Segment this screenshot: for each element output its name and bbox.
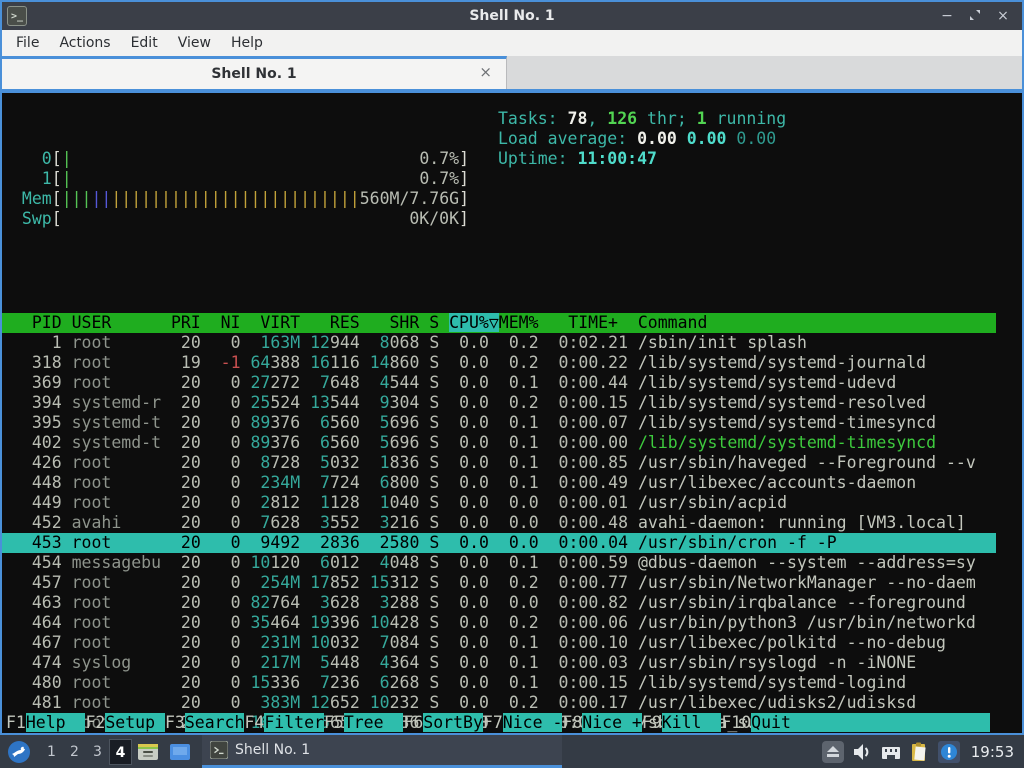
- meter-0: 0[| 0.7%]: [12, 149, 469, 168]
- workspace-2[interactable]: 2: [70, 743, 79, 760]
- meter-mem: Mem[||||||||||||||||||||||||||||||560M/7…: [12, 189, 470, 208]
- restore-button[interactable]: [968, 9, 982, 24]
- process-row-480[interactable]: 480 root 20 0 15336 7236 6268 S 0.0 0.1 …: [12, 673, 907, 692]
- fkey-f5[interactable]: F5: [323, 713, 344, 732]
- menu-view[interactable]: View: [177, 35, 211, 51]
- process-row-394[interactable]: 394 systemd-r 20 0 25524 13544 9304 S 0.…: [12, 393, 927, 412]
- workspace-4-active[interactable]: 4: [109, 738, 132, 765]
- meter-1: 1[| 0.7%]: [12, 169, 469, 188]
- tab-shell-1[interactable]: Shell No. 1 ×: [2, 56, 507, 89]
- faction-f3[interactable]: Search: [184, 713, 245, 732]
- clipboard-icon[interactable]: [909, 741, 931, 763]
- htop-meters: 0[| 0.7%] 1[| 0.7%] Mem[||||||||||||||||…: [12, 149, 1022, 229]
- workspace-3[interactable]: 3: [93, 743, 102, 760]
- fkey-f3[interactable]: F3: [164, 713, 185, 732]
- file-cabinet-icon: [138, 743, 158, 760]
- faction-f8[interactable]: Nice +: [582, 713, 642, 732]
- process-row-452[interactable]: 452 avahi 20 0 7628 3552 3216 S 0.0 0.0 …: [12, 513, 966, 532]
- distro-logo-icon: [8, 740, 30, 763]
- terminal-icon: [210, 741, 228, 759]
- menu-file[interactable]: File: [16, 35, 40, 51]
- faction-f5[interactable]: Tree: [343, 713, 404, 732]
- process-row-454[interactable]: 454 messagebu 20 0 10120 6012 4048 S 0.0…: [12, 553, 976, 572]
- file-cabinet-launcher[interactable]: [135, 739, 161, 765]
- eject-removable-media-icon[interactable]: [821, 740, 844, 763]
- taskbar: 1 2 3 4 Shell No. 1: [0, 735, 1024, 768]
- fkey-f4[interactable]: F4: [244, 713, 265, 732]
- process-row-449[interactable]: 449 root 20 0 2812 1128 1040 S 0.0 0.0 0…: [12, 493, 788, 512]
- faction-f2[interactable]: Setup: [105, 713, 165, 732]
- faction-f1[interactable]: Help: [25, 713, 86, 732]
- blue-app-launcher[interactable]: [167, 739, 193, 765]
- task-label: Shell No. 1: [235, 742, 311, 758]
- htop-process-table: PID USER PRI NI VIRT RES SHR S CPU%▽MEM%…: [2, 313, 1022, 733]
- load-average-line: Load average: 0.00 0.00 0.00: [498, 129, 777, 148]
- uptime-line: Uptime: 11:00:47: [498, 149, 657, 168]
- process-row-369[interactable]: 369 root 20 0 27272 7648 4544 S 0.0 0.1 …: [12, 373, 897, 392]
- tasks-line: Tasks: 78, 126 thr; 1 running: [498, 109, 787, 128]
- htop-terminal[interactable]: 0[| 0.7%] 1[| 0.7%] Mem[||||||||||||||||…: [2, 93, 1022, 733]
- process-row-481[interactable]: 481 root 20 0 383M 12652 10232 S 0.0 0.2…: [12, 693, 917, 712]
- table-header[interactable]: PID USER PRI NI VIRT RES SHR S CPU%▽MEM%…: [2, 313, 996, 333]
- terminal-window: >_ Shell No. 1 − × File Actions Edit Vie…: [0, 0, 1024, 735]
- faction-f4[interactable]: Filter: [264, 713, 324, 732]
- process-row-402[interactable]: 402 systemd-t 20 0 89376 6560 5696 S 0.0…: [12, 433, 937, 452]
- window-title: Shell No. 1: [469, 8, 555, 24]
- accent-strip: [2, 89, 1022, 93]
- process-row-457[interactable]: 457 root 20 0 254M 17852 15312 S 0.0 0.2…: [12, 573, 976, 592]
- process-row-464[interactable]: 464 root 20 0 35464 19396 10428 S 0.0 0.…: [12, 613, 976, 632]
- process-row-453[interactable]: 453 root 20 0 9492 2836 2580 S 0.0 0.0 0…: [2, 533, 996, 553]
- menu-actions[interactable]: Actions: [59, 35, 111, 51]
- faction-f6[interactable]: SortBy: [423, 713, 483, 732]
- menubar: File Actions Edit View Help: [2, 30, 1022, 56]
- faction-f10[interactable]: Quit: [751, 713, 990, 732]
- notification-icon[interactable]: [937, 740, 960, 763]
- blue-app-icon: [170, 743, 190, 760]
- process-row-448[interactable]: 448 root 20 0 234M 7724 6800 S 0.0 0.1 0…: [12, 473, 917, 492]
- fkey-f8[interactable]: F8: [562, 713, 583, 732]
- menu-help[interactable]: Help: [230, 35, 263, 51]
- network-icon[interactable]: [880, 741, 902, 763]
- tab-close-icon[interactable]: ×: [479, 63, 492, 81]
- titlebar[interactable]: >_ Shell No. 1 − ×: [2, 2, 1022, 30]
- fkey-f1[interactable]: F1: [6, 713, 26, 732]
- htop-function-bar: F1Help F2Setup F3SearchF4FilterF5Tree F6…: [2, 713, 996, 733]
- tab-label: Shell No. 1: [211, 66, 297, 82]
- fkey-f7[interactable]: F7: [482, 713, 503, 732]
- faction-f7[interactable]: Nice -: [502, 713, 563, 732]
- faction-f9[interactable]: Kill: [661, 713, 722, 732]
- fkey-f10[interactable]: F10: [721, 713, 752, 732]
- htop-info: Tasks: 78, 126 thr; 1 running Load averag…: [498, 109, 786, 169]
- process-row-395[interactable]: 395 systemd-t 20 0 89376 6560 5696 S 0.0…: [12, 413, 937, 432]
- minimize-button[interactable]: −: [941, 8, 953, 24]
- workspace-1[interactable]: 1: [47, 743, 56, 760]
- process-row-474[interactable]: 474 syslog 20 0 217M 5448 4364 S 0.0 0.1…: [12, 653, 917, 672]
- applications-menu-button[interactable]: [6, 739, 32, 765]
- meter-swp: Swp[ 0K/0K]: [12, 209, 469, 228]
- volume-icon[interactable]: [851, 741, 873, 763]
- process-row-1[interactable]: 1 root 20 0 163M 12944 8068 S 0.0 0.2 0:…: [12, 333, 807, 352]
- terminal-icon: >_: [7, 6, 27, 26]
- system-tray: 19:53: [821, 740, 1024, 763]
- process-row-426[interactable]: 426 root 20 0 8728 5032 1836 S 0.0 0.1 0…: [12, 453, 976, 472]
- fkey-f9[interactable]: F9: [641, 713, 662, 732]
- fkey-f2[interactable]: F2: [85, 713, 106, 732]
- process-row-318[interactable]: 318 root 19 -1 64388 16116 14860 S 0.0 0…: [12, 353, 927, 372]
- task-button-shell-1[interactable]: Shell No. 1: [202, 735, 562, 768]
- process-row-467[interactable]: 467 root 20 0 231M 10032 7084 S 0.0 0.1 …: [12, 633, 946, 652]
- clock[interactable]: 19:53: [970, 742, 1014, 761]
- menu-edit[interactable]: Edit: [130, 35, 158, 51]
- restore-icon: [970, 9, 980, 20]
- fkey-f6[interactable]: F6: [403, 713, 424, 732]
- tabbar: Shell No. 1 ×: [2, 56, 1022, 89]
- process-row-463[interactable]: 463 root 20 0 82764 3628 3288 S 0.0 0.0 …: [12, 593, 966, 612]
- close-button[interactable]: ×: [997, 8, 1009, 24]
